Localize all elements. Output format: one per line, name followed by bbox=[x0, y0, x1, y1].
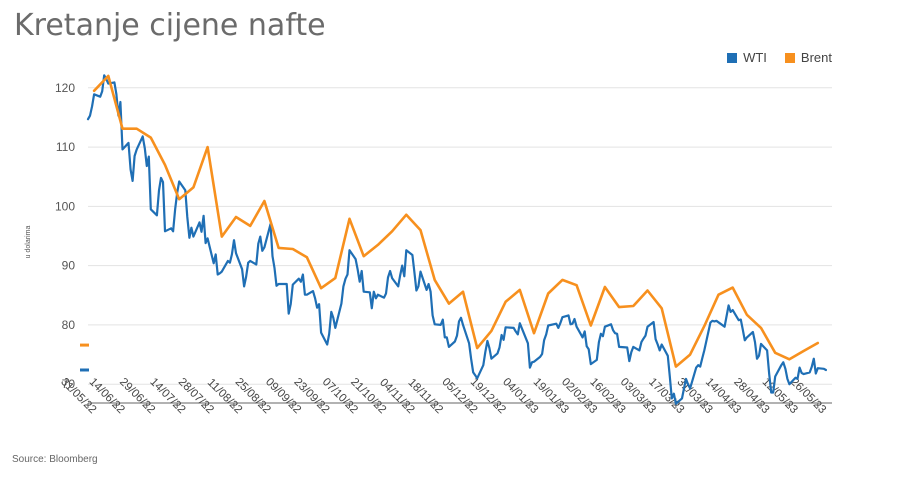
y-axis-title: u dolarima bbox=[25, 226, 32, 259]
y-tick-label-70: 70 bbox=[62, 377, 76, 391]
legend-label-brent: Brent bbox=[800, 50, 832, 65]
y-tick-label-120: 120 bbox=[55, 81, 75, 95]
legend-swatch-wti bbox=[727, 52, 738, 63]
y-tick-label-90: 90 bbox=[62, 259, 76, 273]
chart-title: Kretanje cijene nafte bbox=[14, 8, 326, 43]
series-line-wti bbox=[86, 74, 828, 405]
source-note: Source: Bloomberg bbox=[12, 454, 98, 465]
legend-item-wti: WTI bbox=[727, 50, 767, 65]
legend-swatch-brent bbox=[784, 52, 795, 63]
legend-label-wti: WTI bbox=[743, 50, 767, 65]
series-line-brent bbox=[92, 74, 820, 368]
y-tick-label-100: 100 bbox=[55, 199, 75, 213]
legend: WTI Brent bbox=[727, 50, 832, 65]
legend-item-brent: Brent bbox=[784, 50, 832, 65]
y-tick-label-110: 110 bbox=[56, 140, 75, 154]
y-tick-label-80: 80 bbox=[62, 318, 76, 332]
